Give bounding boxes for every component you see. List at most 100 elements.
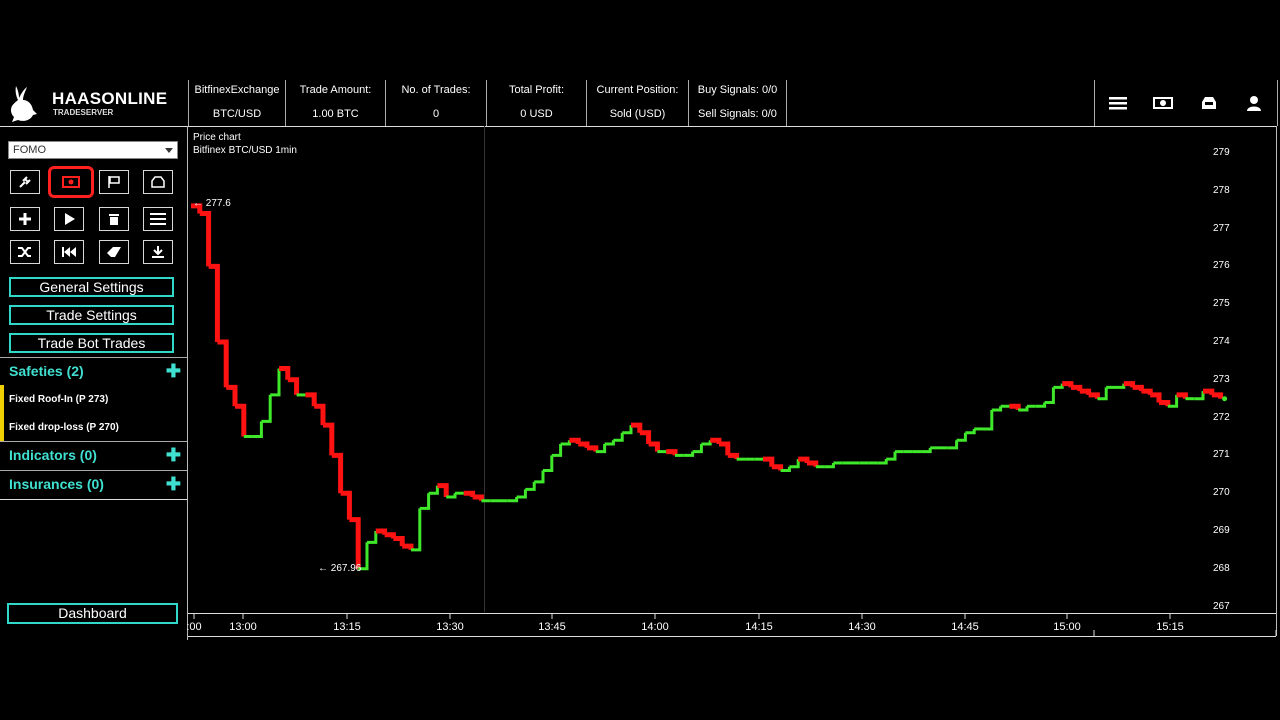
flag-icon <box>108 176 120 188</box>
y-tick-label: 277 <box>1213 222 1230 234</box>
chart-title-block: Price chart Bitfinex BTC/USD 1min <box>193 131 297 157</box>
price-segment <box>965 428 976 435</box>
sidebar-divider <box>0 499 187 500</box>
dashboard-button[interactable]: Dashboard <box>7 603 178 624</box>
stat-label: Trade Amount: <box>299 84 372 96</box>
insurances-title: Insurances (0) <box>9 476 104 492</box>
price-segment <box>991 406 1003 412</box>
price-segment <box>331 452 344 494</box>
inbox-button[interactable] <box>143 170 173 194</box>
price-segment <box>560 440 571 446</box>
price-series <box>191 203 1228 571</box>
rewind-button[interactable] <box>54 240 84 264</box>
play-icon <box>65 213 75 225</box>
rabbit-logo-icon <box>10 86 37 122</box>
y-tick-label: 271 <box>1213 449 1230 461</box>
brand-subtitle: TRADESERVER <box>53 108 114 117</box>
price-segment <box>270 368 281 397</box>
y-tick-label: 278 <box>1213 184 1230 196</box>
chart-title: Price chart <box>193 132 241 143</box>
price-segment <box>314 403 326 426</box>
y-tick-label: 274 <box>1213 336 1230 347</box>
price-segment <box>622 425 633 435</box>
price-segment <box>525 481 536 491</box>
price-segment <box>199 210 212 267</box>
insurances-header[interactable]: Insurances (0) ✚ <box>0 470 187 498</box>
add-insurance-icon[interactable]: ✚ <box>165 474 181 494</box>
money-icon[interactable] <box>1153 95 1174 111</box>
shuffle-button[interactable] <box>10 240 40 264</box>
add-safety-icon[interactable]: ✚ <box>165 361 181 381</box>
eraser-button[interactable] <box>99 240 129 264</box>
money-icon <box>62 176 80 188</box>
bot-select[interactable]: FOMO <box>8 141 178 159</box>
price-segment <box>428 485 439 495</box>
menu-icon[interactable] <box>1108 95 1128 111</box>
x-tick-label: 14:15 <box>745 621 773 633</box>
y-tick-label: 273 <box>1213 373 1230 385</box>
header-stat: No. of Trades: 0 <box>386 80 487 126</box>
add-indicator-icon[interactable]: ✚ <box>165 445 181 465</box>
list-icon <box>150 213 166 225</box>
price-segment <box>305 392 317 407</box>
x-tick-label: :00 <box>186 621 202 633</box>
brand-name: HAASONLINE <box>52 89 168 108</box>
header-stat: Trade Amount: 1.00 BTC <box>286 80 386 126</box>
inbox-icon[interactable] <box>1199 95 1219 111</box>
price-segment <box>1088 392 1100 399</box>
list-button[interactable] <box>143 207 173 231</box>
price-segment <box>1035 402 1047 408</box>
trash-icon <box>109 214 119 225</box>
price-segment <box>807 460 819 467</box>
stat-label: Current Position: <box>596 84 679 96</box>
price-segment <box>217 339 229 388</box>
bot-select-value: FOMO <box>13 144 46 156</box>
stat-value: BTC/USD <box>212 108 262 120</box>
price-segment <box>279 365 291 380</box>
y-tick-label: 270 <box>1213 487 1230 499</box>
safeties-header[interactable]: Safeties (2) ✚ <box>0 357 187 385</box>
general-settings-button[interactable]: General Settings <box>9 277 174 297</box>
price-segment <box>1009 403 1021 411</box>
shuffle-icon <box>18 247 31 257</box>
cash-button[interactable] <box>48 166 94 198</box>
play-button[interactable] <box>54 207 84 231</box>
price-segment <box>719 441 731 456</box>
price-segment <box>340 490 352 520</box>
rewind-icon <box>62 247 76 257</box>
trade-settings-button[interactable]: Trade Settings <box>9 305 174 325</box>
trade-bot-trades-button[interactable]: Trade Bot Trades <box>9 333 174 353</box>
price-segment <box>1167 394 1179 408</box>
price-segment <box>1211 392 1224 399</box>
price-segment <box>287 377 300 395</box>
price-segment <box>507 496 519 503</box>
price-segment <box>463 490 476 497</box>
user-icon[interactable] <box>1244 95 1264 111</box>
stat-label: Buy Signals: 0/0 <box>697 84 778 96</box>
indicators-header[interactable]: Indicators (0) ✚ <box>0 441 187 469</box>
y-tick-label: 276 <box>1213 260 1230 272</box>
price-segment <box>613 432 624 442</box>
safety-item[interactable]: Fixed Roof-In (P 273) <box>9 394 109 405</box>
stat-value: 1.00 BTC <box>312 108 359 120</box>
add-button[interactable] <box>10 207 40 231</box>
price-segment <box>921 447 932 454</box>
price-segment <box>877 459 888 465</box>
y-tick-label: 269 <box>1213 525 1230 536</box>
download-button[interactable] <box>143 240 173 264</box>
price-segment <box>666 449 678 456</box>
price-segment <box>595 444 607 454</box>
flag-button[interactable] <box>99 170 129 194</box>
x-tick-label: 13:45 <box>538 621 566 633</box>
safety-item[interactable]: Fixed drop-loss (P 270) <box>9 422 119 433</box>
price-segment <box>226 384 238 407</box>
price-segment <box>516 489 527 499</box>
price-segment <box>1159 399 1171 407</box>
chart-subtitle: Bitfinex BTC/USD 1min <box>193 145 297 156</box>
plugin-button[interactable] <box>10 170 40 194</box>
price-segment <box>789 459 800 469</box>
x-tick-label: 15:00 <box>1053 621 1081 633</box>
delete-button[interactable] <box>99 207 129 231</box>
eraser-icon <box>107 247 121 257</box>
